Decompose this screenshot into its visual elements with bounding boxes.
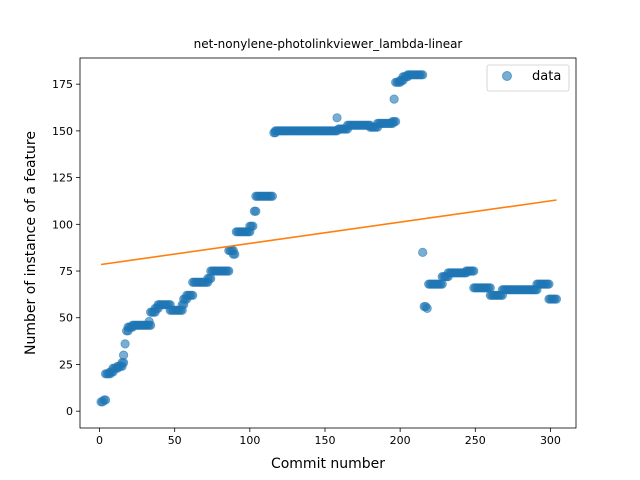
data-point — [332, 113, 342, 123]
x-tick-label: 250 — [465, 434, 486, 447]
data-point — [391, 116, 401, 127]
x-tick-label: 150 — [314, 434, 335, 447]
ticks-layer: 0 50 100 150 200 250 300 0 25 50 75 100 125 150 175 — [52, 78, 561, 447]
y-axis-label: Number of instance of a feature — [23, 131, 39, 355]
data-point — [118, 350, 129, 360]
y-tick-label: 0 — [66, 405, 73, 418]
data-point — [248, 221, 258, 231]
y-tick-label: 175 — [52, 78, 73, 91]
x-tick-label: 100 — [239, 434, 260, 447]
data-point — [120, 339, 130, 349]
legend-label-data: data — [532, 69, 561, 84]
plot-frame — [79, 57, 577, 429]
fit-line — [100, 199, 557, 266]
data-point — [267, 191, 277, 201]
data-point — [100, 395, 111, 405]
x-axis-label: Commit number — [271, 456, 385, 472]
y-tick-label: 125 — [52, 172, 73, 185]
data-point — [469, 266, 479, 276]
data-point — [551, 294, 562, 304]
data-point — [418, 70, 428, 80]
y-tick-label: 100 — [52, 218, 73, 231]
x-tick-label: 0 — [96, 434, 103, 447]
y-tick-label: 75 — [59, 265, 73, 278]
legend: data — [486, 64, 570, 92]
data-point — [544, 279, 554, 289]
plot-layer — [96, 70, 562, 407]
chart-title: net-nonylene-photolinkviewer_lambda-line… — [194, 37, 463, 51]
data-point — [230, 249, 240, 259]
x-tick-label: 300 — [540, 434, 561, 447]
data-point — [422, 303, 432, 313]
x-tick-label: 50 — [168, 434, 182, 447]
data-point — [144, 316, 154, 327]
data-point — [224, 266, 234, 276]
y-tick-label: 50 — [59, 312, 73, 325]
legend-marker — [502, 71, 512, 81]
data-point — [418, 247, 428, 257]
data-point — [188, 290, 198, 300]
y-tick-label: 150 — [52, 125, 73, 138]
data-point — [389, 94, 399, 104]
y-tick-label: 25 — [59, 358, 73, 371]
x-tick-label: 200 — [390, 434, 411, 447]
data-point — [251, 206, 261, 216]
